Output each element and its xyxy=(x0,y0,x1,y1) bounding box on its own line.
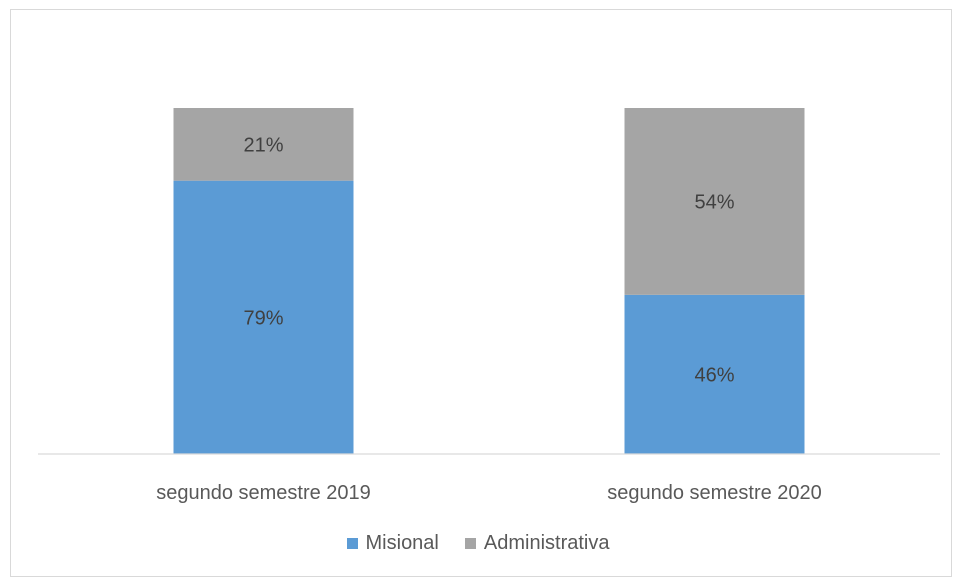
legend-swatch-misional xyxy=(346,538,358,549)
legend-label-misional: Misional xyxy=(365,532,439,554)
x-tick-label-1: segundo semestre 2019 xyxy=(156,482,371,504)
x-tick-labels-group: segundo semestre 2019 segundo semestre 20… xyxy=(156,482,822,504)
bar-administrativa-2 xyxy=(624,108,805,295)
data-label-administrativa-2: 54% xyxy=(694,191,734,213)
legend: Misional Administrativa xyxy=(0,532,956,555)
legend-swatch-administrativa xyxy=(464,538,476,549)
x-tick-label-2: segundo semestre 2020 xyxy=(607,482,822,504)
legend-label-administrativa: Administrativa xyxy=(483,532,610,554)
data-labels-group: 79% 21% 46% 54% xyxy=(243,134,734,386)
bars-group xyxy=(173,108,805,454)
bar-misional-1 xyxy=(173,180,354,454)
bar-administrativa-1 xyxy=(173,108,354,181)
bar-misional-2 xyxy=(624,294,805,454)
data-label-misional-2: 46% xyxy=(694,364,734,386)
legend-item-administrativa: Administrativa xyxy=(464,532,610,555)
legend-item-misional: Misional xyxy=(346,532,439,555)
data-label-administrativa-1: 21% xyxy=(243,134,283,156)
data-label-misional-1: 79% xyxy=(243,307,283,329)
